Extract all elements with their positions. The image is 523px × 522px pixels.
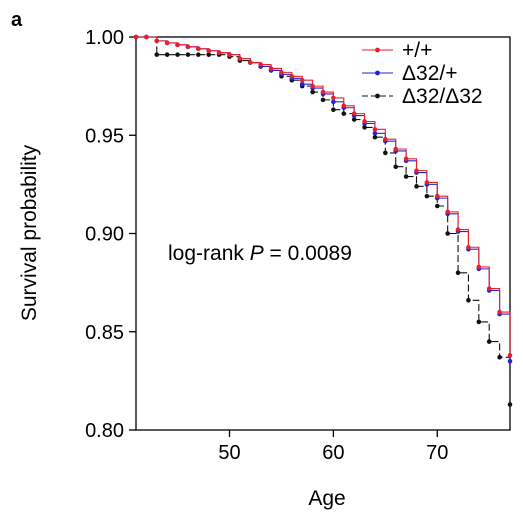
data-point xyxy=(310,83,315,89)
data-point xyxy=(476,319,482,325)
data-point xyxy=(237,56,243,61)
data-point xyxy=(164,40,170,46)
data-point xyxy=(154,52,160,57)
data-point xyxy=(434,193,440,199)
plot-area: 0.80 0.85 0.90 0.95 1.00 50 60 70 xyxy=(85,27,511,464)
data-point xyxy=(227,52,232,57)
data-point xyxy=(486,339,492,344)
data-point xyxy=(486,286,492,291)
y-axis-title: Survival probability xyxy=(18,144,41,321)
series-layer xyxy=(133,34,513,407)
data-point xyxy=(362,125,367,130)
annotation-prefix: log-rank xyxy=(168,242,250,265)
data-point xyxy=(372,130,378,136)
data-point xyxy=(310,89,315,95)
data-point xyxy=(196,46,201,52)
data-point xyxy=(351,111,357,116)
data-point xyxy=(144,34,149,40)
legend-label: Δ32/+ xyxy=(402,62,457,85)
data-point xyxy=(476,264,482,270)
data-point xyxy=(445,231,450,236)
data-point xyxy=(466,298,471,303)
data-point xyxy=(424,193,430,199)
y-tick-label: 1.00 xyxy=(85,27,124,49)
legend-marker xyxy=(375,47,380,53)
data-point xyxy=(403,174,409,179)
data-point xyxy=(299,81,305,87)
data-point xyxy=(320,89,326,95)
y-tick-label: 0.85 xyxy=(85,322,124,344)
data-point xyxy=(351,117,357,122)
data-point xyxy=(497,354,502,360)
data-point xyxy=(393,146,399,152)
data-point xyxy=(383,150,388,156)
x-axis-title: Age xyxy=(308,487,345,510)
data-point xyxy=(372,127,378,132)
data-point xyxy=(185,44,191,50)
data-point xyxy=(331,95,336,101)
y-tick-label: 0.95 xyxy=(85,125,124,147)
data-point xyxy=(372,134,378,140)
data-point xyxy=(289,74,295,79)
data-point xyxy=(507,353,513,358)
data-point xyxy=(279,70,284,75)
data-point xyxy=(497,309,502,315)
data-point xyxy=(331,99,336,105)
data-point xyxy=(414,184,419,189)
data-point xyxy=(175,52,180,57)
legend-label: +/+ xyxy=(402,39,432,62)
series-0 xyxy=(133,34,513,358)
data-point xyxy=(341,103,347,109)
data-point xyxy=(196,52,201,57)
annotation-p: P xyxy=(250,242,264,265)
legend-marker xyxy=(375,70,380,76)
data-point xyxy=(466,244,471,250)
log-rank-annotation: log-rank P = 0.0089 xyxy=(168,242,352,265)
data-point xyxy=(434,203,440,209)
data-point xyxy=(164,52,170,57)
data-point xyxy=(341,111,347,116)
data-point xyxy=(331,107,336,113)
data-point xyxy=(185,52,191,57)
data-point xyxy=(445,209,450,215)
data-point xyxy=(268,66,274,71)
data-point xyxy=(455,270,461,276)
data-point xyxy=(206,48,212,54)
x-tick-label: 50 xyxy=(218,442,240,464)
x-tick-label: 70 xyxy=(426,442,448,464)
data-point xyxy=(133,34,139,40)
data-point xyxy=(362,119,367,124)
panel-label: a xyxy=(11,9,23,31)
data-point xyxy=(507,358,513,364)
data-point xyxy=(258,62,263,67)
data-point xyxy=(154,38,160,44)
data-point xyxy=(383,136,388,142)
data-point xyxy=(455,227,461,232)
data-point xyxy=(299,77,305,83)
data-point xyxy=(414,168,419,173)
legend-marker xyxy=(375,93,380,99)
legend: +/+Δ32/+Δ32/Δ32 xyxy=(362,39,483,108)
data-point xyxy=(320,97,326,103)
y-tick-label: 0.80 xyxy=(85,420,124,442)
data-point xyxy=(206,52,212,57)
data-point xyxy=(393,164,399,169)
legend-label: Δ32/Δ32 xyxy=(402,85,483,108)
y-tick-label: 0.90 xyxy=(85,224,124,246)
data-point xyxy=(424,180,430,185)
annotation-value: = 0.0089 xyxy=(264,242,352,265)
data-point xyxy=(403,156,409,162)
data-point xyxy=(507,402,513,407)
data-point xyxy=(216,50,222,56)
data-point xyxy=(175,42,180,48)
data-point xyxy=(247,60,253,65)
x-tick-label: 60 xyxy=(322,442,344,464)
